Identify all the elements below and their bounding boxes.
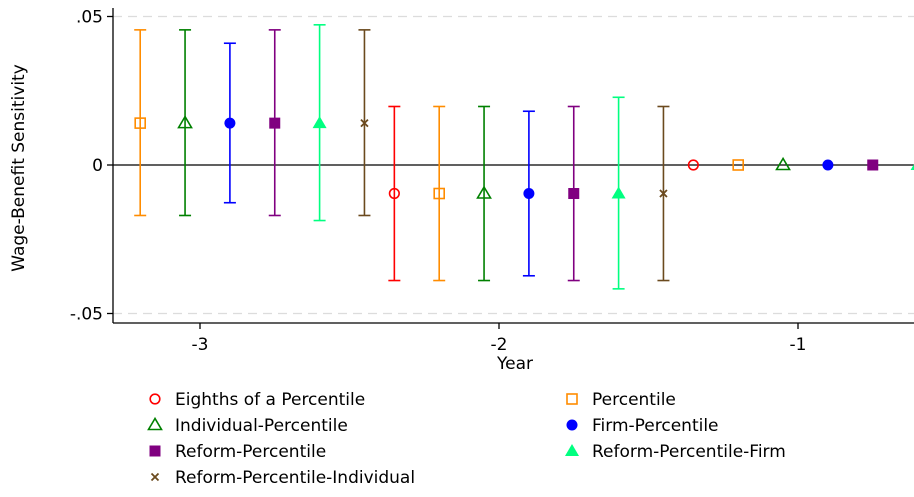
legend-label: Reform-Percentile	[175, 442, 326, 462]
y-axis-title: Wage-Benefit Sensitivity	[9, 64, 29, 272]
legend-marker	[566, 393, 578, 405]
legend-label: Eighths of a Percentile	[175, 390, 365, 410]
legend-marker	[565, 444, 579, 456]
legend: Eighths of a Percentile Percentile Individ…	[147, 390, 786, 488]
legend-item: Individual-Percentile	[147, 416, 348, 436]
legend-item: Reform-Percentile-Individual	[150, 468, 415, 488]
data-point	[269, 117, 281, 129]
legend-item: Reform-Percentile-Firm	[565, 442, 786, 462]
legend-marker	[150, 472, 160, 482]
y-tick-label: 0	[92, 156, 103, 176]
data-point	[224, 117, 236, 129]
data-point	[523, 188, 535, 200]
x-tick-label: -1	[790, 335, 807, 355]
data-point	[687, 159, 699, 171]
plot-area	[91, 15, 914, 315]
data-point	[568, 188, 580, 200]
legend-item: Eighths of a Percentile	[149, 390, 365, 410]
legend-label: Reform-Percentile-Individual	[175, 468, 415, 488]
legend-marker	[149, 393, 161, 405]
legend-item: Reform-Percentile	[149, 442, 326, 462]
x-tick-label: -2	[491, 335, 508, 355]
axes: -.050.05-3-2-10YearWage-Benefit Sensitiv…	[9, 8, 914, 374]
x-axis-title: Year	[496, 354, 533, 374]
data-point	[91, 118, 101, 128]
legend-marker	[566, 419, 578, 431]
series-reform-percentile-firm	[312, 24, 914, 290]
data-point	[822, 159, 834, 171]
y-tick-label: -.05	[70, 305, 103, 325]
series-individual-percentile	[177, 29, 791, 282]
series-firm-percentile	[223, 42, 834, 277]
data-point	[388, 187, 400, 200]
data-point	[360, 118, 369, 128]
data-point	[476, 185, 492, 199]
data-point	[732, 159, 745, 171]
legend-label: Individual-Percentile	[175, 416, 348, 436]
data-point	[775, 156, 791, 171]
data-point	[134, 117, 146, 129]
x-tick-label: -3	[192, 335, 209, 355]
y-tick-label: .05	[76, 8, 103, 28]
data-point	[659, 189, 668, 198]
legend-marker	[149, 445, 161, 457]
plot-content	[91, 15, 914, 315]
series-reform-percentile	[268, 29, 879, 282]
legend-item: Percentile	[566, 390, 676, 410]
data-point	[867, 159, 879, 171]
legend-item: Firm-Percentile	[566, 416, 719, 436]
series-reform-percentile-individual	[358, 29, 670, 282]
data-point	[433, 187, 446, 200]
data-point	[312, 116, 327, 129]
series-percentile	[134, 29, 745, 282]
data-point	[910, 164, 914, 170]
series-eighths-of-a-percentile	[91, 105, 699, 282]
data-point	[611, 186, 626, 199]
legend-marker	[147, 416, 163, 431]
legend-label: Percentile	[592, 390, 676, 410]
legend-label: Firm-Percentile	[592, 416, 719, 436]
legend-label: Reform-Percentile-Firm	[592, 442, 786, 462]
data-point	[177, 115, 193, 129]
